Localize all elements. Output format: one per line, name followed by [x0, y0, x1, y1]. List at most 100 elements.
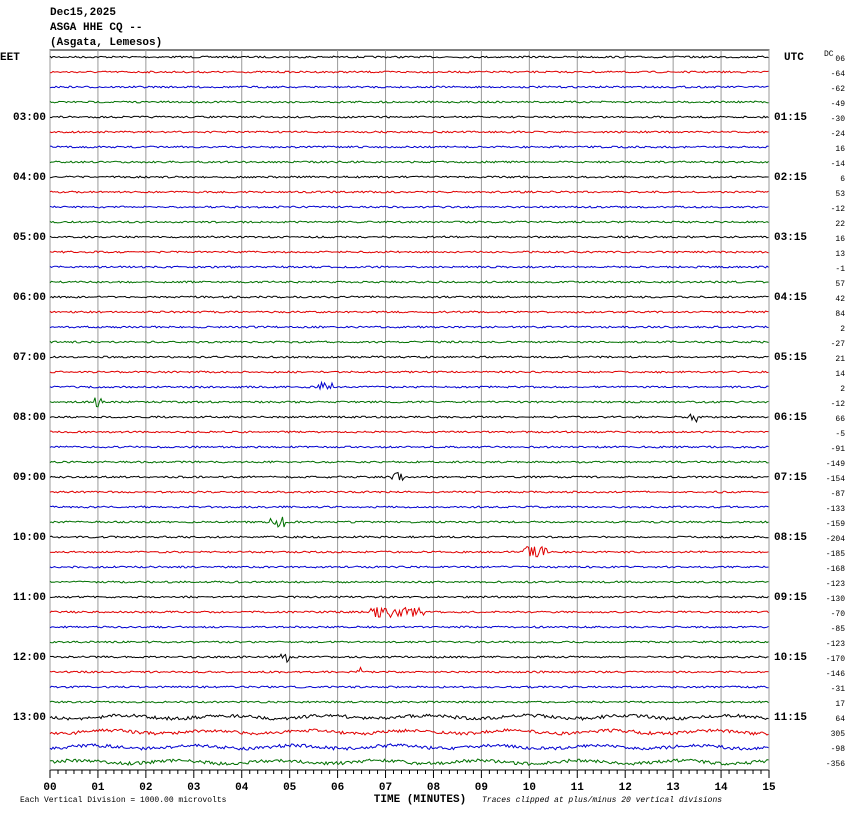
- x-tick-label: 10: [523, 782, 536, 794]
- x-tick-label: 05: [283, 782, 297, 794]
- trace: [49, 175, 769, 179]
- dc-offset: 21: [835, 355, 845, 364]
- dc-offset: -123: [826, 640, 845, 649]
- trace: [49, 250, 769, 254]
- trace: [49, 666, 769, 674]
- dc-offset: 16: [835, 145, 845, 154]
- dc-offset: 305: [831, 730, 846, 739]
- dc-offset: -185: [826, 550, 845, 559]
- left-time-label: 03:00: [13, 112, 46, 124]
- trace: [49, 130, 769, 134]
- x-tick-label: 00: [43, 782, 56, 794]
- dc-offset: -70: [831, 610, 846, 619]
- right-time-label: 11:15: [774, 712, 807, 724]
- trace: [49, 713, 769, 721]
- right-time-label: 10:15: [774, 652, 807, 664]
- x-tick-label: 09: [475, 782, 488, 794]
- trace: [49, 100, 769, 104]
- trace: [49, 190, 769, 194]
- dc-offset: -31: [831, 685, 846, 694]
- trace: [49, 397, 769, 408]
- dc-offset: -168: [826, 565, 845, 574]
- left-time-label: 05:00: [13, 232, 46, 244]
- dc-offset: -12: [831, 205, 846, 214]
- x-tick-label: 03: [187, 782, 201, 794]
- trace: [49, 145, 769, 149]
- trace: [49, 490, 769, 494]
- dc-offset: -170: [826, 655, 845, 664]
- dc-offset: -14: [831, 160, 846, 169]
- dc-offset: 13: [835, 250, 845, 259]
- trace: [49, 595, 769, 599]
- x-tick-label: 13: [667, 782, 681, 794]
- trace: [49, 606, 769, 619]
- dc-offset: -154: [826, 475, 845, 484]
- left-title: EET: [0, 52, 20, 64]
- dc-offset: -98: [831, 745, 846, 754]
- dc-offset: 6: [840, 175, 845, 184]
- dc-offset: 06: [835, 55, 845, 64]
- trace: [49, 265, 769, 269]
- dc-offset: -123: [826, 580, 845, 589]
- trace: [49, 505, 769, 509]
- dc-offset: -133: [826, 505, 845, 514]
- right-time-label: 03:15: [774, 232, 807, 244]
- x-tick-label: 15: [762, 782, 776, 794]
- dc-offset: 42: [835, 295, 845, 304]
- right-title: UTC: [784, 52, 804, 64]
- dc-offset: -49: [831, 100, 846, 109]
- trace: [50, 430, 769, 434]
- dc-offset: -91: [831, 445, 846, 454]
- trace: [49, 355, 769, 359]
- x-tick-label: 07: [379, 782, 392, 794]
- x-tick-label: 08: [427, 782, 441, 794]
- dc-offset: 2: [840, 385, 845, 394]
- left-time-label: 09:00: [13, 472, 46, 484]
- trace: [49, 653, 769, 664]
- trace: [49, 580, 769, 584]
- x-tick-label: 11: [571, 782, 585, 794]
- plot-frame: [49, 49, 770, 771]
- trace: [49, 235, 769, 239]
- station: ASGA HHE CQ --: [50, 22, 142, 34]
- x-tick-label: 04: [235, 782, 249, 794]
- left-time-label: 13:00: [13, 712, 46, 724]
- date: Dec15,2025: [50, 7, 116, 19]
- x-tick-label: 02: [139, 782, 152, 794]
- right-time-label: 05:15: [774, 352, 807, 364]
- right-time-label: 01:15: [774, 112, 807, 124]
- dc-offset: 64: [835, 715, 845, 724]
- x-tick-label: 14: [714, 782, 728, 794]
- dc-offset: -24: [831, 130, 846, 139]
- dc-offset: 53: [835, 190, 845, 199]
- trace: [49, 516, 769, 528]
- dc-offset: -204: [826, 535, 845, 544]
- x-tick-label: 01: [91, 782, 105, 794]
- dc-offset: 2: [840, 325, 845, 334]
- trace: [49, 310, 769, 314]
- trace: [49, 685, 769, 689]
- trace: [49, 471, 769, 482]
- clip-note: Traces clipped at plus/minus 20 vertical…: [482, 796, 722, 805]
- dc-offset: -64: [831, 70, 846, 79]
- trace: [49, 700, 769, 704]
- trace: [49, 205, 769, 209]
- dc-offset: -149: [826, 460, 845, 469]
- dc-offset: 66: [835, 415, 845, 424]
- right-time-label: 08:15: [774, 532, 807, 544]
- dc-offset: -146: [826, 670, 845, 679]
- right-time-label: 04:15: [774, 292, 807, 304]
- trace: [49, 370, 769, 374]
- trace: [49, 545, 769, 558]
- dc-offset: 17: [835, 700, 845, 709]
- x-title: TIME (MINUTES): [374, 794, 466, 806]
- trace: [49, 625, 769, 629]
- left-time-label: 11:00: [13, 592, 46, 604]
- trace: [49, 640, 769, 644]
- dc-offset: 22: [835, 220, 845, 229]
- left-time-label: 07:00: [13, 352, 46, 364]
- trace: [49, 758, 769, 766]
- left-time-label: 10:00: [13, 532, 46, 544]
- dc-offset: -159: [826, 520, 845, 529]
